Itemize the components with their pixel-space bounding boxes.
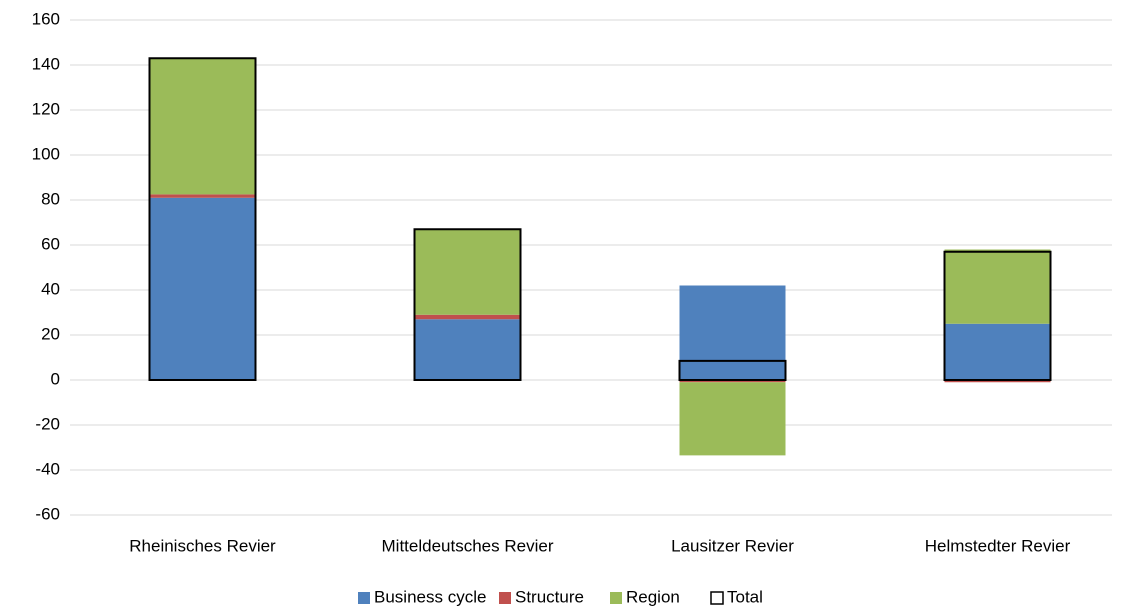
bar-segment xyxy=(944,323,1051,380)
total-outline xyxy=(148,57,257,381)
y-tick-label: -20 xyxy=(35,414,60,433)
x-tick-label: Rheinisches Revier xyxy=(129,536,276,555)
legend-swatch xyxy=(710,591,724,605)
legend-swatch xyxy=(358,592,370,604)
bar-segment xyxy=(414,229,521,315)
y-tick-label: -40 xyxy=(35,459,60,478)
y-tick-label: 120 xyxy=(32,99,60,118)
bar-segment xyxy=(414,319,521,380)
legend-swatch xyxy=(499,592,511,604)
bar-segment xyxy=(944,249,1051,324)
y-tick-label: 140 xyxy=(32,54,60,73)
total-outline xyxy=(413,228,522,381)
legend-label: Structure xyxy=(515,587,584,606)
y-tick-label: 100 xyxy=(32,144,60,163)
y-tick-label: 80 xyxy=(41,189,60,208)
total-outline xyxy=(943,250,1052,381)
bar-segment xyxy=(149,197,256,380)
bar-segment xyxy=(679,380,786,383)
x-tick-label: Mitteldeutsches Revier xyxy=(382,536,554,555)
bar-segment xyxy=(679,382,786,456)
legend-label: Business cycle xyxy=(374,587,486,606)
bar-segment xyxy=(414,314,521,320)
legend-label: Region xyxy=(626,587,680,606)
total-outline xyxy=(678,359,787,381)
legend-label: Total xyxy=(727,587,763,606)
x-tick-label: Lausitzer Revier xyxy=(671,536,794,555)
y-tick-label: 60 xyxy=(41,234,60,253)
legend-swatch xyxy=(610,592,622,604)
bar-segment xyxy=(679,285,786,380)
y-tick-label: 20 xyxy=(41,324,60,343)
y-tick-label: 160 xyxy=(32,9,60,28)
x-tick-label: Helmstedter Revier xyxy=(925,536,1071,555)
bar-segment xyxy=(944,380,1051,383)
bar-segment xyxy=(149,58,256,195)
y-tick-label: -60 xyxy=(35,504,60,523)
bar-segment xyxy=(149,194,256,198)
y-tick-label: 0 xyxy=(51,369,60,388)
y-tick-label: 40 xyxy=(41,279,60,298)
